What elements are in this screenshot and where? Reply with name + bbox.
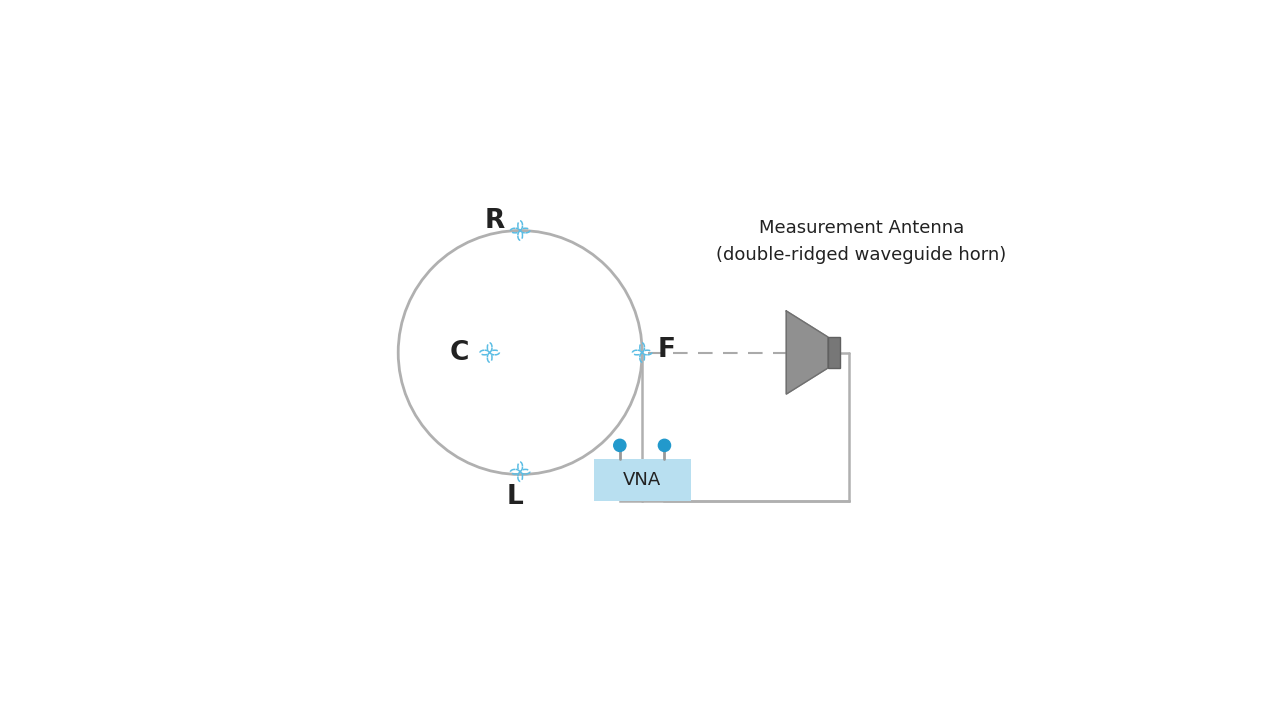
Text: L: L xyxy=(507,484,524,510)
Text: VNA: VNA xyxy=(623,471,662,489)
Polygon shape xyxy=(786,311,828,394)
Circle shape xyxy=(613,439,626,451)
Text: F: F xyxy=(658,337,676,363)
Text: Measurement Antenna
(double-ridged waveguide horn): Measurement Antenna (double-ridged waveg… xyxy=(716,220,1006,264)
Text: C: C xyxy=(449,340,468,366)
FancyBboxPatch shape xyxy=(594,459,691,501)
Text: R: R xyxy=(485,207,506,233)
FancyBboxPatch shape xyxy=(828,337,840,368)
Circle shape xyxy=(658,439,671,451)
